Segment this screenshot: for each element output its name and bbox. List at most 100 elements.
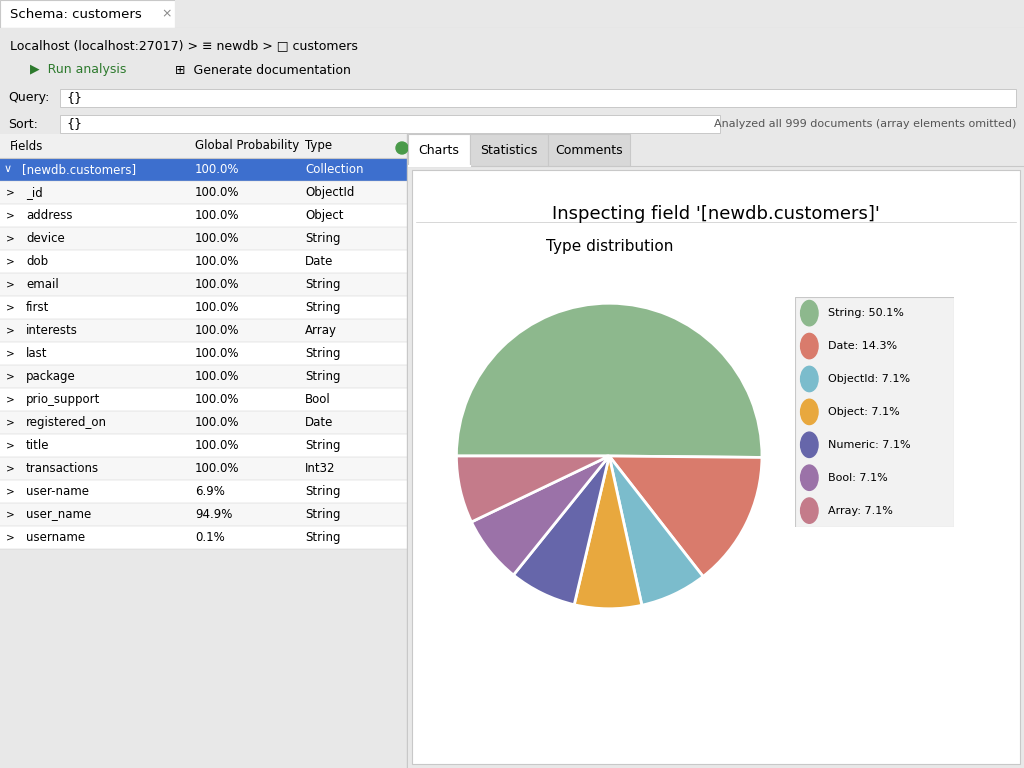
Text: registered_on: registered_on [26, 416, 106, 429]
Text: {}: {} [66, 91, 82, 104]
Text: Array: Array [305, 324, 337, 337]
Text: 100.0%: 100.0% [195, 347, 240, 360]
Text: last: last [26, 347, 47, 360]
Bar [0, 411, 408, 434]
Bar [548, 134, 630, 166]
Text: Bool: Bool [305, 393, 331, 406]
Bar [0, 388, 408, 411]
Bar [0, 434, 408, 457]
Text: Charts: Charts [419, 144, 460, 157]
Text: >: > [6, 372, 14, 382]
Text: 6.9%: 6.9% [195, 485, 225, 498]
Text: >: > [6, 326, 14, 336]
Text: ×: × [161, 8, 171, 21]
Text: 100.0%: 100.0% [195, 370, 240, 383]
Text: first: first [26, 301, 49, 314]
Wedge shape [457, 303, 762, 458]
Text: 100.0%: 100.0% [195, 163, 240, 176]
Text: >: > [6, 257, 14, 266]
Circle shape [801, 432, 818, 458]
Text: username: username [26, 531, 85, 544]
Text: 0.1%: 0.1% [195, 531, 224, 544]
Text: String: String [305, 439, 341, 452]
Wedge shape [457, 456, 609, 522]
Text: 100.0%: 100.0% [195, 416, 240, 429]
Text: String: 50.1%: String: 50.1% [828, 308, 904, 318]
Circle shape [801, 333, 818, 359]
Text: >: > [6, 210, 14, 220]
Text: Date: Date [305, 416, 334, 429]
Bar [470, 134, 548, 166]
Text: >: > [6, 418, 14, 428]
Text: {}: {} [66, 118, 82, 131]
Text: ▶  Run analysis: ▶ Run analysis [30, 64, 126, 77]
Text: Date: Date [305, 255, 334, 268]
Bar [0, 0, 175, 28]
Bar [0, 319, 408, 342]
Text: 100.0%: 100.0% [195, 393, 240, 406]
Circle shape [801, 366, 818, 392]
Bar [0, 296, 408, 319]
Text: String: String [305, 531, 341, 544]
Text: 100.0%: 100.0% [195, 301, 240, 314]
Wedge shape [513, 456, 609, 604]
Text: 100.0%: 100.0% [195, 255, 240, 268]
Text: >: > [6, 349, 14, 359]
Text: _id: _id [26, 186, 43, 199]
Bar [408, 134, 1024, 166]
Bar [0, 158, 408, 181]
Bar [0, 204, 408, 227]
Text: String: String [305, 278, 341, 291]
Bar [0, 181, 408, 204]
Text: >: > [6, 509, 14, 519]
Wedge shape [609, 456, 762, 577]
Text: email: email [26, 278, 58, 291]
Circle shape [801, 465, 818, 491]
Bar [0, 480, 408, 503]
Text: Global Probability: Global Probability [195, 140, 299, 153]
Circle shape [396, 142, 408, 154]
Text: Schema: customers: Schema: customers [10, 8, 141, 21]
Text: user_name: user_name [26, 508, 91, 521]
Text: interests: interests [26, 324, 78, 337]
Text: Analyzed all 999 documents (array elements omitted): Analyzed all 999 documents (array elemen… [714, 119, 1016, 129]
Text: [newdb.customers]: [newdb.customers] [22, 163, 136, 176]
Wedge shape [471, 456, 609, 575]
Text: Statistics: Statistics [480, 144, 538, 157]
Text: ObjectId: 7.1%: ObjectId: 7.1% [828, 374, 910, 384]
Text: Object: 7.1%: Object: 7.1% [828, 407, 900, 417]
Wedge shape [609, 456, 703, 605]
Text: device: device [26, 232, 65, 245]
Text: ⊞  Generate documentation: ⊞ Generate documentation [175, 64, 351, 77]
Title: Type distribution: Type distribution [546, 239, 673, 254]
Text: String: String [305, 485, 341, 498]
Text: Array: 7.1%: Array: 7.1% [828, 505, 893, 515]
Text: >: > [6, 233, 14, 243]
Bar [0, 457, 408, 480]
Text: address: address [26, 209, 73, 222]
Text: 94.9%: 94.9% [195, 508, 232, 521]
Text: 100.0%: 100.0% [195, 209, 240, 222]
Text: Int32: Int32 [305, 462, 336, 475]
Text: Inspecting field '[newdb.customers]': Inspecting field '[newdb.customers]' [552, 205, 880, 223]
Text: Object: Object [305, 209, 343, 222]
Text: Comments: Comments [555, 144, 623, 157]
Bar [0, 250, 408, 273]
Circle shape [801, 300, 818, 326]
Text: String: String [305, 347, 341, 360]
Bar [60, 89, 1016, 107]
Text: >: > [6, 532, 14, 542]
Text: Query:: Query: [8, 91, 49, 104]
Text: 100.0%: 100.0% [195, 186, 240, 199]
Text: package: package [26, 370, 76, 383]
Bar [60, 115, 720, 133]
Text: Numeric: 7.1%: Numeric: 7.1% [828, 440, 911, 450]
Circle shape [801, 399, 818, 425]
Bar [0, 342, 408, 365]
Text: user-name: user-name [26, 485, 89, 498]
Text: Collection: Collection [305, 163, 364, 176]
Text: 100.0%: 100.0% [195, 232, 240, 245]
Text: >: > [6, 280, 14, 290]
Text: >: > [6, 395, 14, 405]
Text: ObjectId: ObjectId [305, 186, 354, 199]
